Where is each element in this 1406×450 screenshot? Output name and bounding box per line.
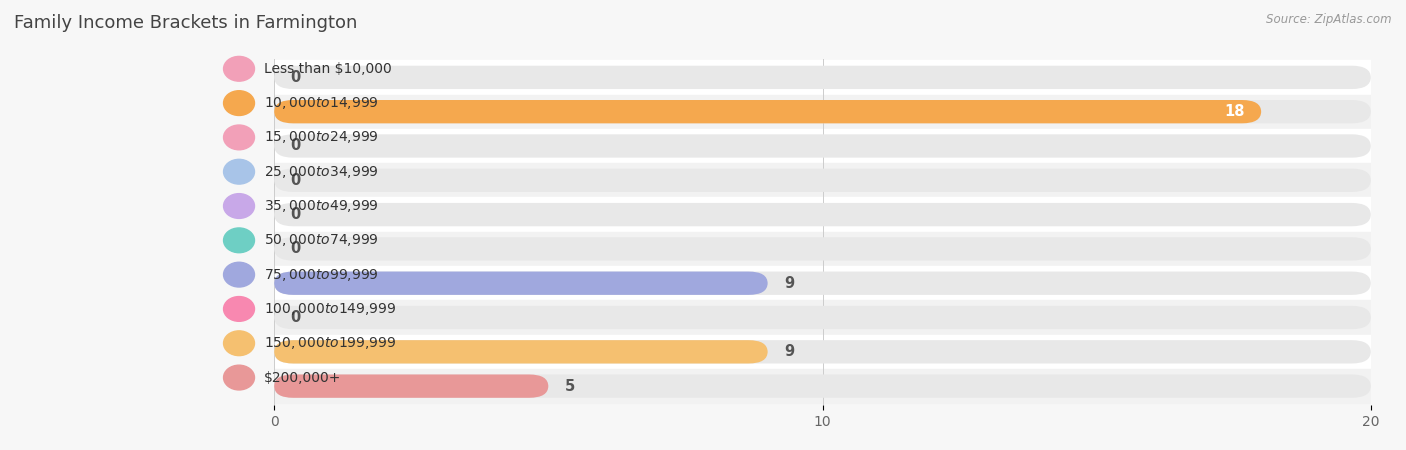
Text: 5: 5: [565, 378, 575, 394]
Text: 9: 9: [785, 276, 794, 291]
Bar: [274, 369, 1371, 403]
Text: $10,000 to $14,999: $10,000 to $14,999: [264, 95, 380, 111]
FancyBboxPatch shape: [274, 340, 768, 364]
Text: $25,000 to $34,999: $25,000 to $34,999: [264, 164, 380, 180]
Bar: [274, 266, 1371, 300]
FancyBboxPatch shape: [274, 203, 1371, 226]
Text: $100,000 to $149,999: $100,000 to $149,999: [264, 301, 396, 317]
Bar: [274, 198, 1371, 232]
FancyBboxPatch shape: [274, 374, 1371, 398]
Text: $150,000 to $199,999: $150,000 to $199,999: [264, 335, 396, 351]
FancyBboxPatch shape: [274, 134, 1371, 158]
Text: $35,000 to $49,999: $35,000 to $49,999: [264, 198, 380, 214]
Text: 0: 0: [291, 207, 301, 222]
Bar: [274, 60, 1371, 94]
Text: $50,000 to $74,999: $50,000 to $74,999: [264, 232, 380, 248]
Text: $75,000 to $99,999: $75,000 to $99,999: [264, 267, 380, 283]
FancyBboxPatch shape: [274, 237, 1371, 261]
Text: $15,000 to $24,999: $15,000 to $24,999: [264, 130, 380, 145]
Text: 0: 0: [291, 241, 301, 256]
Text: 0: 0: [291, 139, 301, 153]
FancyBboxPatch shape: [274, 374, 548, 398]
Bar: [274, 163, 1371, 198]
FancyBboxPatch shape: [274, 271, 1371, 295]
Text: 18: 18: [1225, 104, 1244, 119]
Bar: [274, 335, 1371, 369]
Text: $200,000+: $200,000+: [264, 370, 342, 385]
Bar: [274, 129, 1371, 163]
FancyBboxPatch shape: [274, 100, 1261, 123]
Text: Family Income Brackets in Farmington: Family Income Brackets in Farmington: [14, 14, 357, 32]
Text: 0: 0: [291, 70, 301, 85]
Text: 9: 9: [785, 344, 794, 359]
Text: Less than $10,000: Less than $10,000: [264, 62, 392, 76]
Bar: [274, 300, 1371, 335]
Bar: [274, 94, 1371, 129]
FancyBboxPatch shape: [274, 169, 1371, 192]
Text: 0: 0: [291, 173, 301, 188]
FancyBboxPatch shape: [274, 271, 768, 295]
FancyBboxPatch shape: [274, 100, 1371, 123]
FancyBboxPatch shape: [274, 340, 1371, 364]
Text: Source: ZipAtlas.com: Source: ZipAtlas.com: [1267, 14, 1392, 27]
Text: 0: 0: [291, 310, 301, 325]
FancyBboxPatch shape: [274, 66, 1371, 89]
Bar: [274, 232, 1371, 266]
FancyBboxPatch shape: [274, 306, 1371, 329]
